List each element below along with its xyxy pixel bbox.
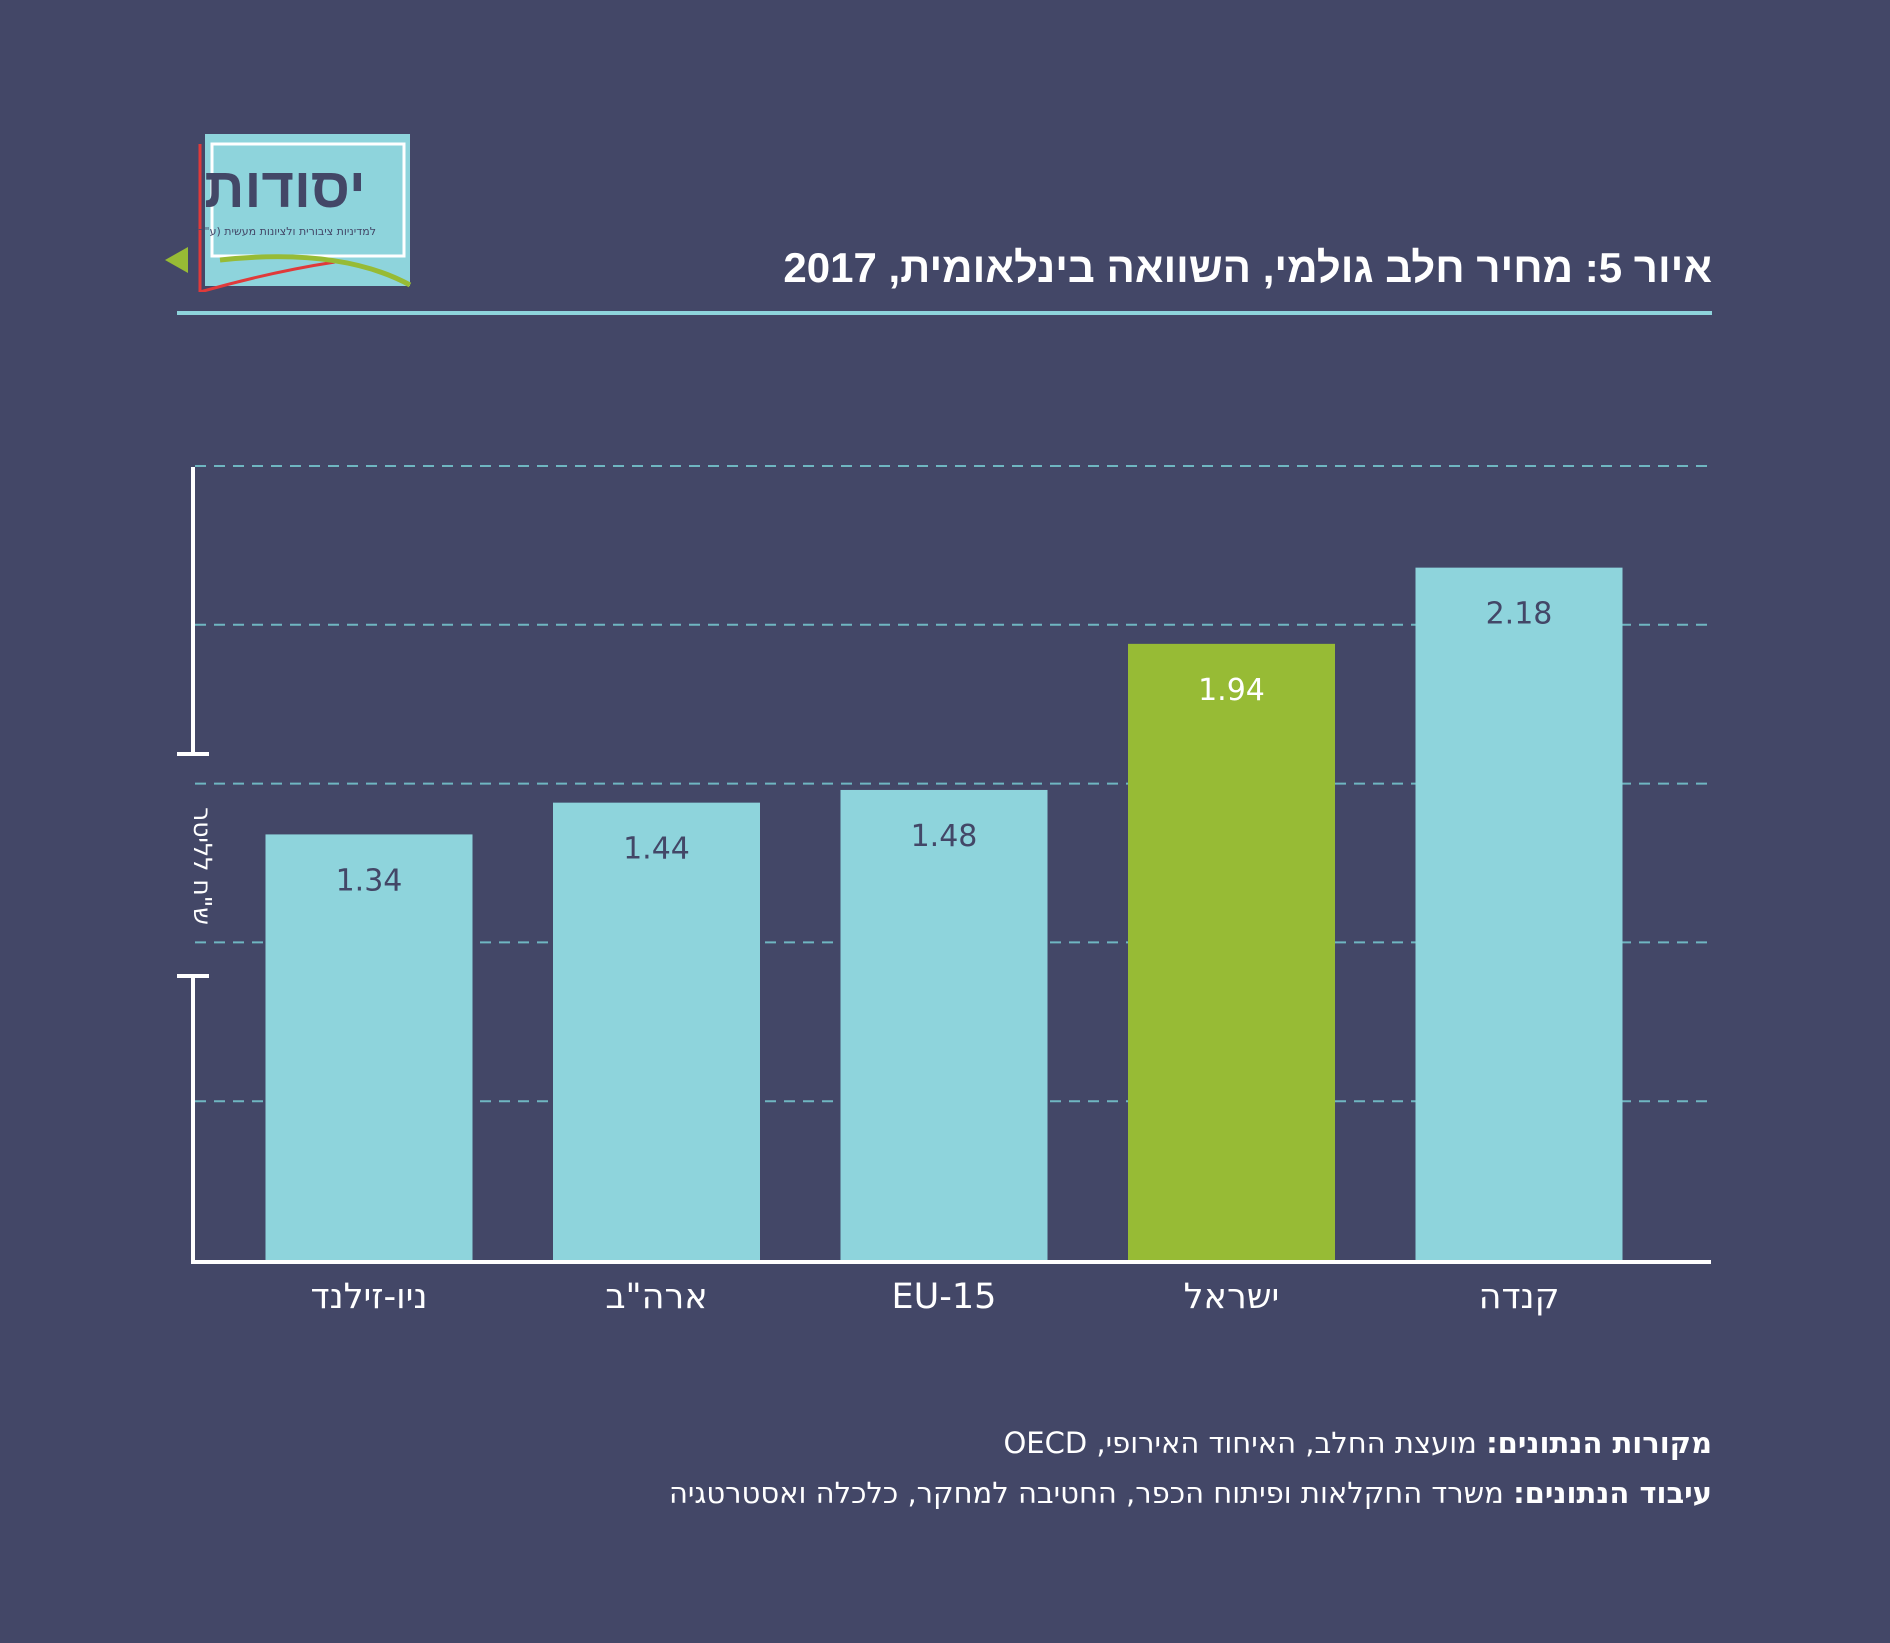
processing-text: משרד החקלאות ופיתוח הכפר, החטיבה למחקר, … — [668, 1476, 1504, 1510]
title-rule — [177, 311, 1712, 315]
footer-processing: עיבוד הנתונים: משרד החקלאות ופיתוח הכפר,… — [669, 1476, 1712, 1510]
category-label: קנדה — [1479, 1277, 1560, 1317]
category-label: ארה"ב — [605, 1277, 707, 1317]
yesodot-logo: יסודות למדיניות ציבורית ולציונות מעשית (… — [165, 134, 412, 292]
category-label: ניו-זילנד — [311, 1277, 428, 1317]
bar-value-label: 1.44 — [623, 832, 690, 867]
y-axis-label: ש"ח לליטר — [188, 807, 217, 925]
logo-name: יסודות — [204, 156, 365, 219]
category-label: EU-15 — [892, 1277, 997, 1317]
logo-tagline: למדיניות ציבורית ולציונות מעשית (ע"ר) — [194, 225, 376, 238]
bar-value-label: 1.94 — [1198, 673, 1265, 708]
footer-sources: מקורות הנתונים: מועצת החלב, האיחוד האירו… — [1003, 1426, 1712, 1460]
sources-label: מקורות הנתונים: — [1486, 1426, 1712, 1460]
bar — [1415, 567, 1623, 1260]
bar — [840, 789, 1048, 1260]
bar — [265, 834, 473, 1260]
bar-value-label: 2.18 — [1486, 597, 1553, 632]
bar — [1128, 643, 1335, 1260]
processing-label: עיבוד הנתונים: — [1513, 1476, 1712, 1510]
category-label: ישראל — [1184, 1277, 1280, 1317]
bar-value-label: 1.34 — [336, 863, 403, 898]
bar — [553, 802, 760, 1260]
sources-text: מועצת החלב, האיחוד האירופי, OECD — [1003, 1426, 1477, 1460]
chart-title: איור 5: מחיר חלב גולמי, השוואה בינלאומית… — [783, 244, 1712, 291]
bar-value-label: 1.48 — [911, 819, 978, 854]
